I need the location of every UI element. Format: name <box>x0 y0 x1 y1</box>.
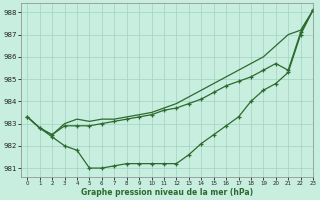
X-axis label: Graphe pression niveau de la mer (hPa): Graphe pression niveau de la mer (hPa) <box>81 188 253 197</box>
